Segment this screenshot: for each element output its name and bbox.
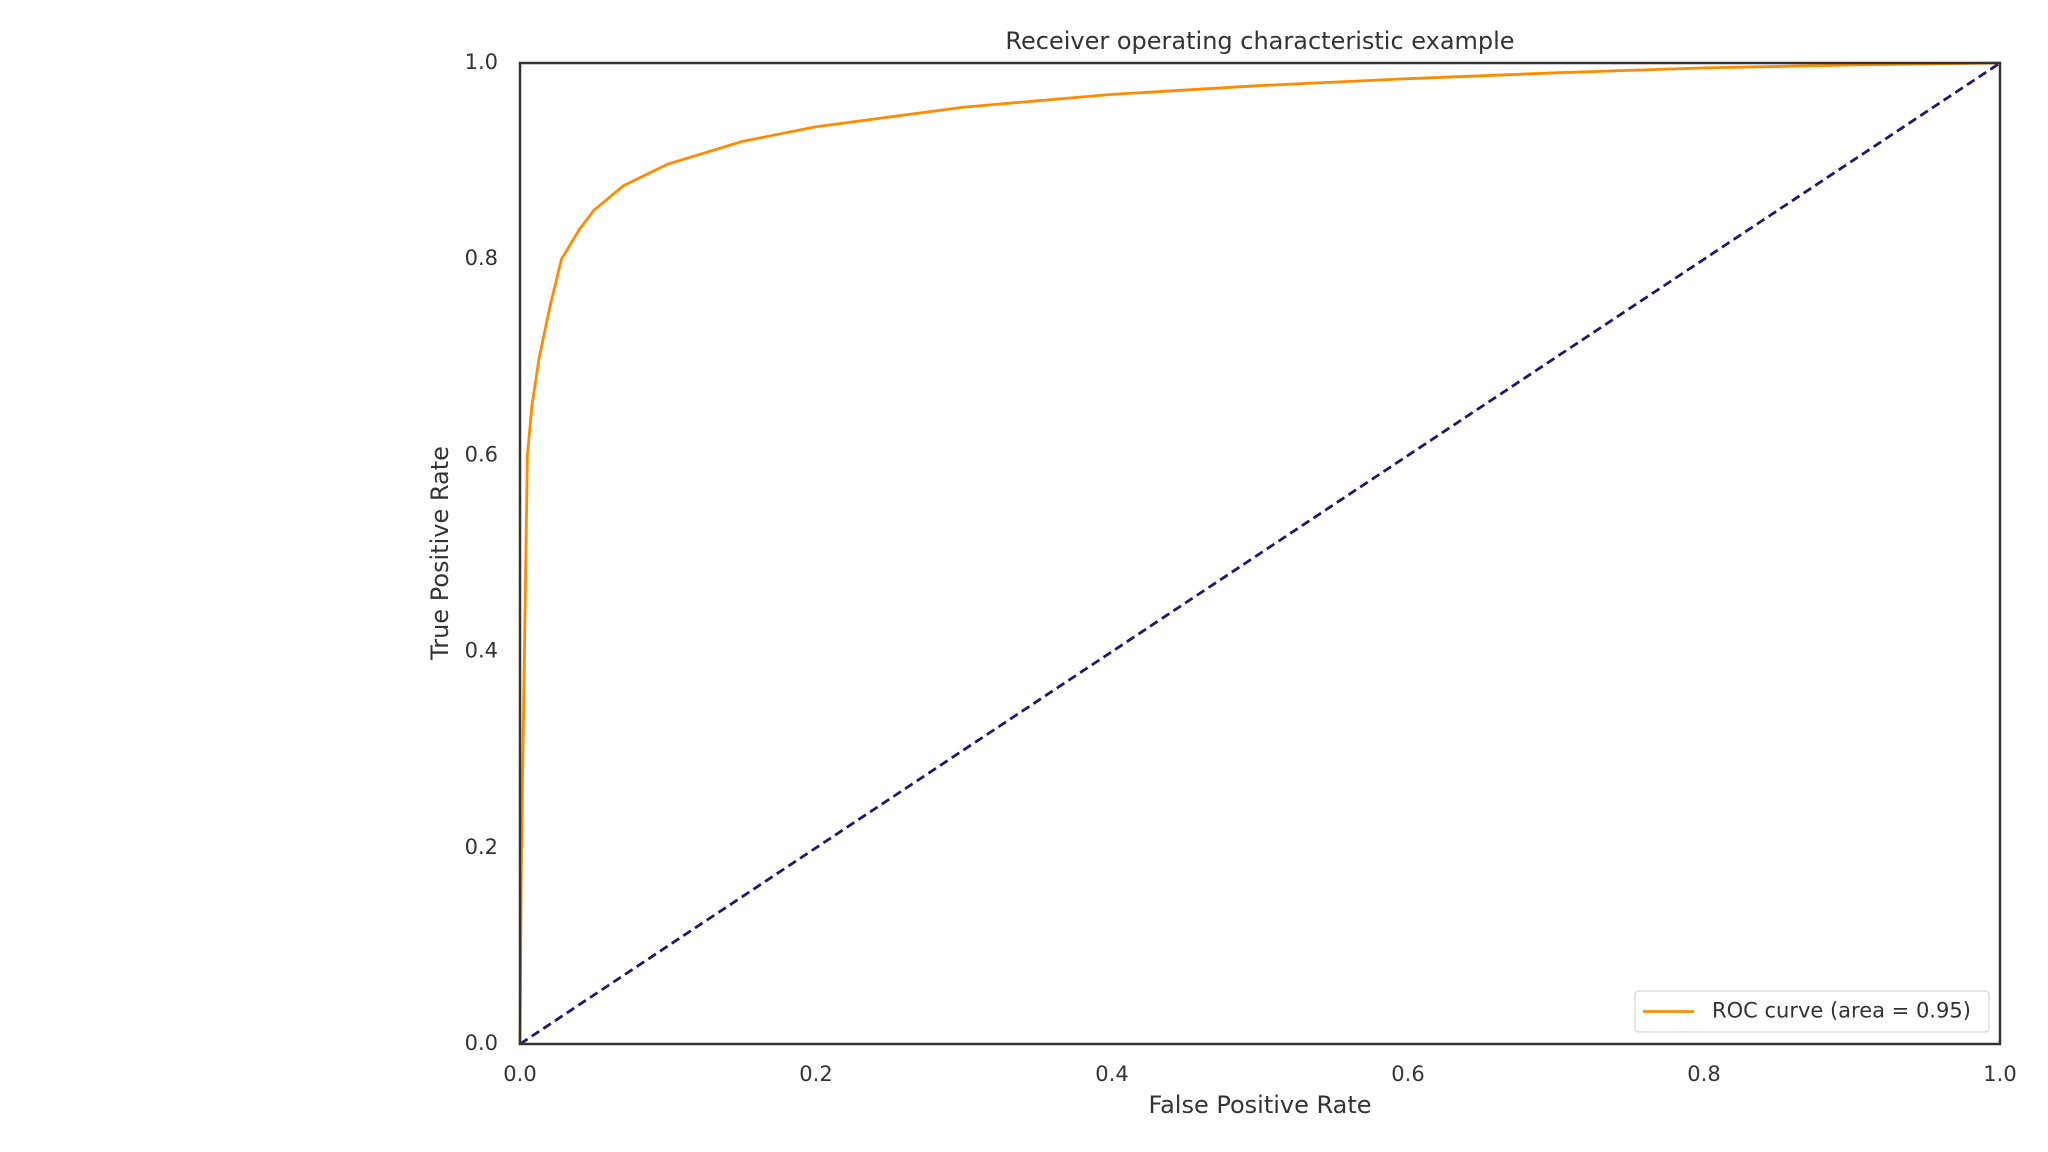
plot-frame [518,61,2002,1046]
y-tick-label: 0.4 [465,639,498,663]
y-tick-label: 1.0 [465,50,498,74]
x-tick-label: 0.6 [1391,1062,1424,1086]
x-axis-label: False Positive Rate [1148,1091,1371,1119]
y-axis-label: True Positive Rate [426,446,454,661]
y-tick-label: 0.2 [465,835,498,859]
chart-title: Receiver operating characteristic exampl… [1005,27,1514,55]
legend-label: ROC curve (area = 0.95) [1712,999,1971,1023]
line-series [519,61,2001,1046]
x-tick-label: 0.2 [799,1062,832,1086]
x-tick-label: 0.4 [1095,1062,1128,1086]
x-tick-label: 0.0 [503,1062,536,1086]
legend: ROC curve (area = 0.95) [1634,990,1990,1033]
y-tick-label: 0.6 [465,442,498,466]
y-tick-label: 0.8 [465,246,498,270]
x-tick-label: 1.0 [1983,1062,2016,1086]
line-series [518,61,2001,1045]
y-tick-label: 0.0 [465,1031,498,1055]
x-tick-label: 0.8 [1687,1062,1720,1086]
legend-box [1634,990,1990,1033]
